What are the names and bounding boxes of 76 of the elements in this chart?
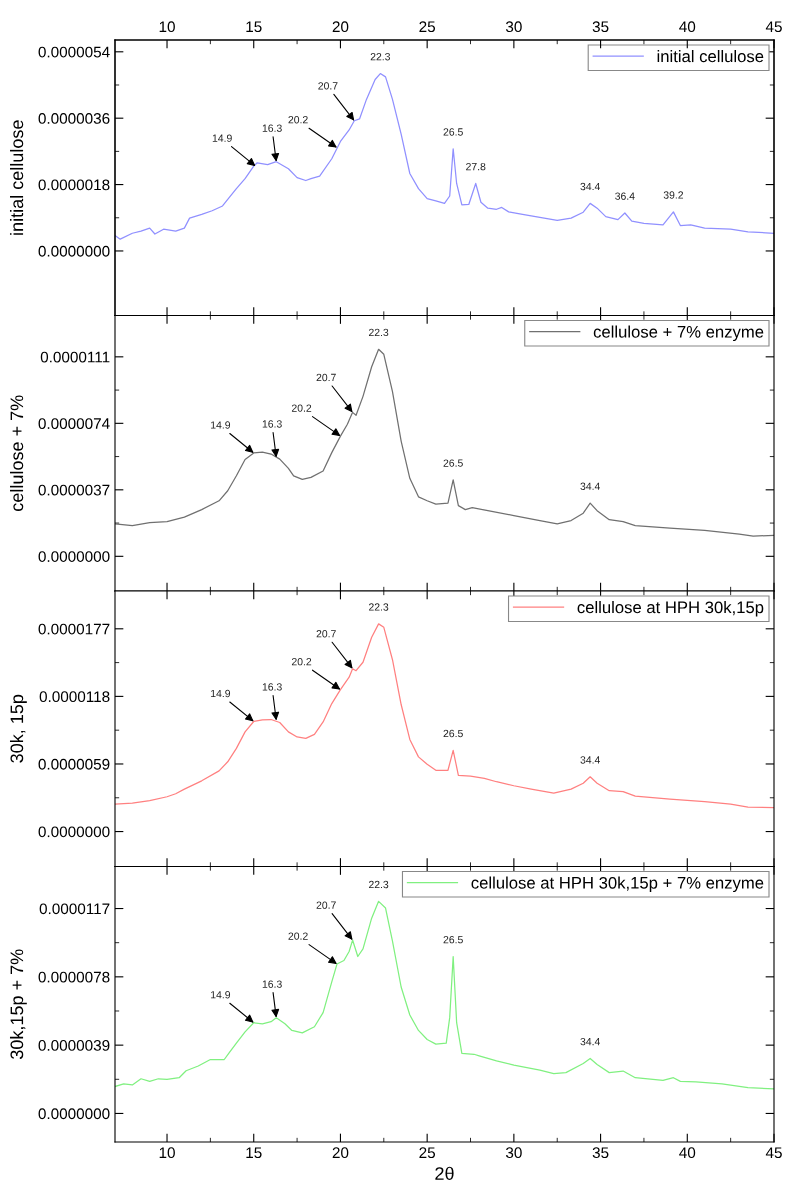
x-tick-label: 15: [246, 1147, 262, 1159]
y-tick-label: 0.0000037: [38, 484, 110, 496]
y-axis-title: initial cellulose: [9, 120, 24, 235]
y-tick-label: 0.0000117: [39, 903, 110, 915]
y-tick-label: 0.0000000: [38, 826, 110, 838]
annotation: 20.7: [318, 82, 338, 90]
line-series: [115, 72, 774, 240]
x2-tick-label: 30: [505, 21, 522, 33]
y-tick-label: 0.0000054: [38, 46, 110, 58]
legend-label: cellulose at HPH 30k,15p + 7% enzyme: [471, 876, 764, 893]
x-tick-label: 40: [679, 1147, 696, 1159]
annotation: 20.2: [288, 116, 308, 124]
y-axis-title: 30k,15p + 7%: [9, 949, 27, 1060]
x-tick-label: 10: [159, 1147, 175, 1159]
annotation: 34.4: [580, 1037, 601, 1046]
y-tick-label: 0.0000000: [38, 551, 110, 562]
x-tick-label: 35: [592, 1147, 609, 1159]
annotation: 14.9: [211, 991, 231, 999]
x2-tick-label: 35: [592, 21, 609, 33]
annotation: 26.5: [443, 935, 463, 944]
annotation: 16.3: [262, 980, 282, 988]
annotation: 34.4: [580, 756, 601, 764]
annotation: 22.3: [370, 53, 391, 61]
annotation: 27.8: [466, 162, 486, 171]
y-tick-label: 0.0000177: [38, 623, 110, 635]
y-tick-label: 0.0000039: [38, 1040, 110, 1051]
y-tick-label: 0.0000036: [38, 113, 110, 124]
y-tick-label: 0.0000000: [38, 245, 110, 257]
y-tick-label: 0.0000018: [38, 179, 110, 191]
y-axis-title: 30k, 15p: [9, 694, 27, 763]
annotation: 20.2: [288, 932, 308, 940]
y-tick-label: 0.0000078: [38, 971, 110, 983]
x-tick-label: 20: [332, 1147, 349, 1159]
y-axis-title: cellulose + 7%: [9, 395, 24, 511]
annotation: 22.3: [368, 603, 389, 611]
x-axis-title: 2θ: [435, 1166, 454, 1180]
annotation: 26.5: [443, 459, 463, 467]
annotation: 26.5: [443, 128, 463, 136]
x2-tick-label: 15: [246, 21, 262, 33]
annotation: 39.2: [663, 191, 684, 199]
annotation: 14.9: [211, 421, 231, 429]
x2-tick-label: 25: [419, 21, 436, 33]
x-tick-label: 45: [765, 1147, 782, 1159]
x2-tick-label: 20: [332, 21, 349, 33]
y-tick-label: 0.0000118: [39, 691, 110, 703]
line-series: [115, 623, 774, 809]
x2-tick-label: 10: [159, 21, 175, 33]
y-tick-label: 0.0000000: [38, 1108, 110, 1120]
legend-label: initial cellulose: [657, 50, 764, 63]
y-tick-label: 0.0000111: [40, 351, 110, 363]
annotation: 16.3: [262, 420, 282, 428]
legend-label: cellulose at HPH 30k,15p: [577, 601, 764, 617]
x-tick-label: 30: [505, 1147, 522, 1159]
annotation: 22.3: [368, 880, 389, 889]
x-tick-label: 25: [419, 1147, 436, 1159]
annotation: 20.2: [291, 404, 312, 412]
x2-tick-label: 45: [765, 21, 782, 33]
line-series: [115, 900, 774, 1090]
annotation: 22.3: [368, 328, 389, 337]
legend-label: cellulose + 7% enzyme: [593, 325, 764, 342]
x2-tick-label: 40: [679, 21, 696, 33]
annotation: 26.5: [443, 729, 463, 738]
annotation: 20.2: [291, 657, 312, 666]
annotation: 14.9: [212, 134, 232, 142]
annotation: 36.4: [615, 192, 635, 200]
annotation: 20.7: [316, 630, 336, 638]
annotation: 16.3: [262, 124, 282, 132]
y-tick-label: 0.0000074: [38, 418, 110, 430]
annotation: 16.3: [262, 683, 282, 691]
annotation: 20.7: [316, 901, 336, 909]
y-tick-label: 0.0000059: [38, 758, 110, 770]
annotation: 14.9: [211, 689, 231, 698]
annotation: 34.4: [580, 482, 601, 490]
line-series: [115, 348, 774, 537]
annotation: 34.4: [580, 182, 601, 191]
annotation: 20.7: [316, 373, 336, 382]
